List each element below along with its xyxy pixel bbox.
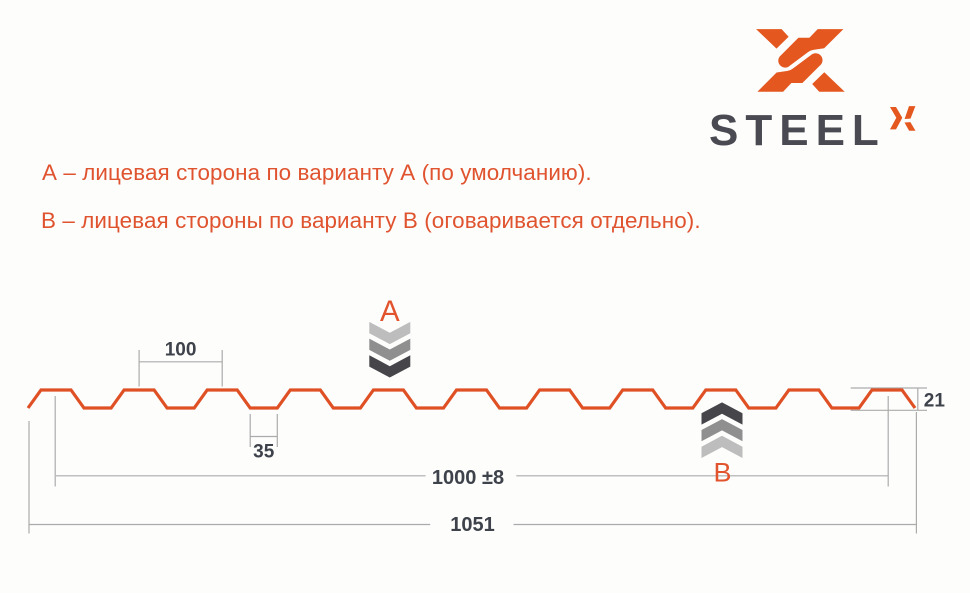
svg-text:A: A <box>380 295 400 328</box>
svg-text:35: 35 <box>253 442 275 463</box>
svg-text:В: В <box>713 458 731 488</box>
svg-text:100: 100 <box>165 340 197 361</box>
svg-text:1000 ±8: 1000 ±8 <box>432 467 504 489</box>
svg-text:21: 21 <box>924 391 946 412</box>
svg-text:1051: 1051 <box>450 514 495 536</box>
